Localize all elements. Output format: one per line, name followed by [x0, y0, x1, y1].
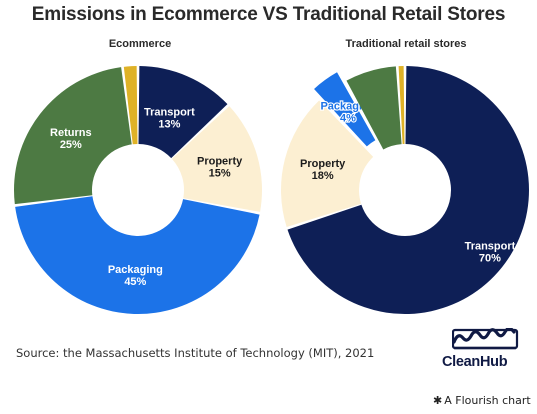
slice-value-packaging: 45% [124, 276, 146, 288]
slice-label-transport: Transport [465, 241, 516, 253]
ecommerce-chart-title: Ecommerce [108, 38, 172, 50]
slice-value-property: 15% [209, 167, 231, 179]
slice-value-returns: 25% [60, 139, 82, 151]
slice-label-property: Property [300, 158, 346, 170]
slice-label-property: Property [197, 155, 243, 167]
flourish-credit-text: A Flourish chart [444, 394, 531, 407]
slice-value-property: 18% [312, 170, 334, 182]
slice-label-packaging: Packaging [108, 264, 163, 276]
slice-value-packaging: 4% [340, 113, 356, 125]
waves-icon [452, 328, 519, 350]
chart-main-title: Emissions in Ecommerce VS Traditional Re… [31, 4, 506, 25]
slice-label-returns: Returns [50, 127, 92, 139]
slice-value-transport: 70% [479, 253, 501, 265]
slice-value-transport: 13% [158, 118, 180, 130]
slice-packaging[interactable] [314, 72, 376, 147]
slice-returns[interactable] [13, 67, 132, 205]
slice-transport[interactable] [287, 66, 529, 314]
cleanhub-brand: CleanHub [442, 354, 508, 370]
source-note: Source: the Massachusetts Institute of T… [16, 346, 375, 360]
slice-transport[interactable] [138, 66, 228, 159]
slice-unlabeled-4[interactable] [398, 66, 405, 145]
asterisk-icon: ✱ [433, 394, 443, 407]
slice-label-transport: Transport [144, 106, 195, 118]
slice-packaging[interactable] [15, 196, 260, 314]
slice-unlabeled-3[interactable] [346, 66, 402, 150]
flourish-credit[interactable]: ✱ A Flourish chart [433, 394, 531, 407]
retail-chart-title: Traditional retail stores [345, 38, 467, 50]
slice-unlabeled-4[interactable] [123, 66, 138, 145]
slice-property[interactable] [281, 100, 374, 228]
slice-property[interactable] [171, 106, 262, 212]
